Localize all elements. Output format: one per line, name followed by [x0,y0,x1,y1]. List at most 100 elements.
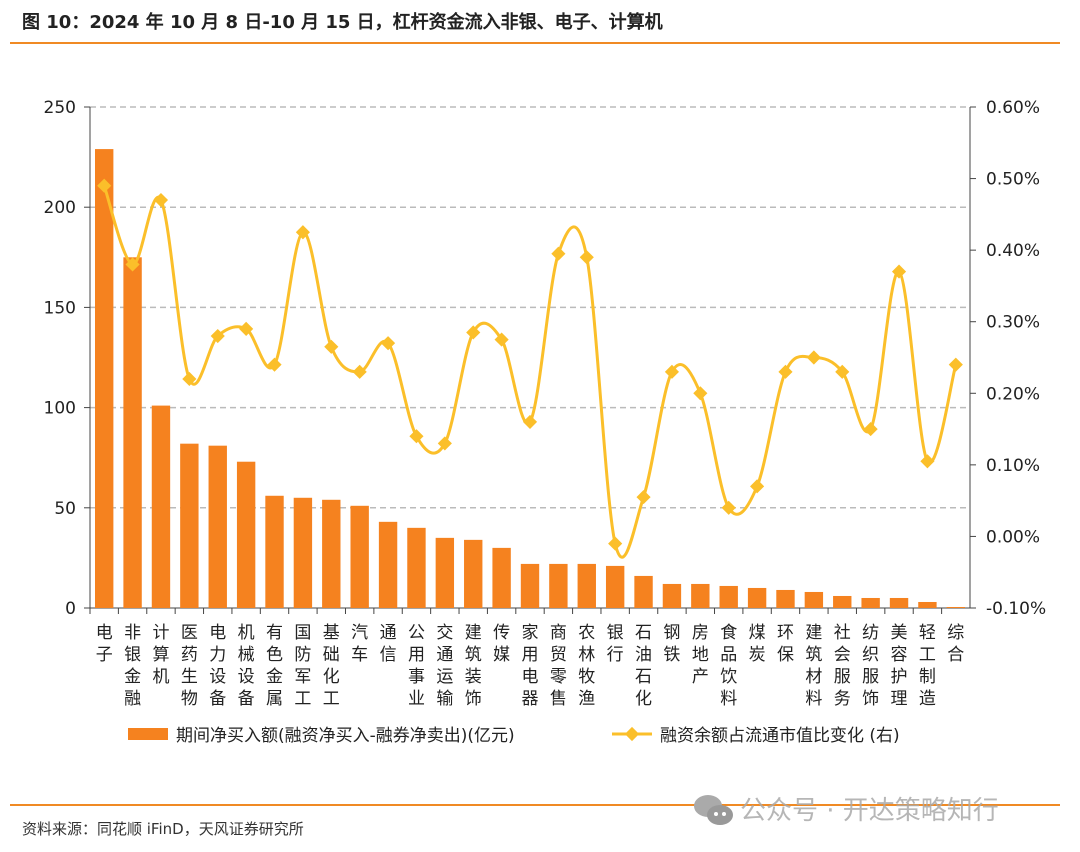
line-marker [608,536,623,551]
category-label: 建筑装饰 [465,623,482,709]
category-label: 综合 [947,623,964,665]
category-label: 公用事业 [408,623,425,709]
left-tick-label: 100 [44,399,76,419]
category-label: 石油石化 [635,623,652,709]
bar [634,575,653,608]
left-tick-label: 150 [44,298,76,318]
line-marker [239,321,254,336]
line-marker [522,414,538,429]
bar [889,597,909,608]
right-tick-label: 0.20% [986,384,1040,404]
left-tick-label: 0 [65,599,76,619]
category-label: 传媒 [493,623,510,665]
left-tick-label: 200 [44,198,76,218]
line-marker [948,357,963,372]
legend-bar-label: 期间净买入额(融资净买入-融券净卖出)(亿元) [176,726,515,746]
bar [577,563,596,608]
right-tick-label: 0.40% [986,241,1040,261]
watermark: 公众号 · 开达策略知行 [740,796,999,826]
bar [833,595,852,608]
line-marker [267,357,282,372]
category-label: 机械设备 [238,623,255,709]
line-marker [721,500,736,515]
line-marker [806,350,821,365]
top-rule [10,42,1060,44]
series-line [102,185,958,559]
right-tick-label: 0.30% [986,313,1040,333]
category-label: 美容护理 [891,623,908,709]
line-marker [579,250,594,265]
bar [293,497,313,608]
bar [435,537,455,608]
bar [549,563,568,608]
category-label: 家用电器 [522,623,539,709]
line-marker [324,339,339,354]
legend-bar-swatch [128,728,168,740]
category-label: 银行 [607,623,624,665]
chart-title: 图 10：2024 年 10 月 8 日-10 月 15 日，杠杆资金流入非银、… [22,12,663,33]
bar [861,597,880,608]
bar [236,461,256,608]
line-marker [863,422,878,437]
bar [180,443,199,608]
category-label: 食品饮料 [720,623,737,709]
category-label: 房地产 [692,623,709,687]
category-label: 非银金融 [124,623,141,709]
line-marker [380,336,396,351]
line-marker [153,192,169,208]
category-label: 煤炭 [749,623,766,665]
bar [691,583,710,608]
bottom-rule [10,804,1060,806]
line-marker [920,454,935,469]
bar [719,585,738,608]
bar [208,445,227,608]
category-label: 商贸零售 [550,623,567,709]
bar [350,505,369,608]
category-label: 农林牧渔 [578,623,595,709]
line-marker [437,436,452,451]
right-tick-label: 0.10% [986,456,1040,476]
category-label: 电力设备 [209,623,226,709]
bar [123,257,142,608]
line-marker [835,364,850,379]
category-label: 环保 [777,623,794,665]
line-marker [125,257,140,272]
bar [946,606,965,608]
left-tick-label: 250 [44,98,76,118]
category-label: 电子 [96,623,113,665]
legend-line-marker [624,726,640,742]
line-marker [778,364,793,379]
bar [605,565,625,608]
line-marker [409,429,424,444]
left-tick-label: 50 [54,499,76,519]
bar [747,587,767,608]
category-label: 交通运输 [436,623,453,709]
category-label: 纺织服饰 [862,623,879,709]
bar [464,539,483,608]
category-label: 轻工制造 [919,623,936,709]
category-label: 计算机 [152,623,169,687]
bar [378,521,398,608]
right-tick-label: 0.60% [986,98,1040,118]
category-label: 钢铁 [663,623,680,665]
bar [776,589,795,608]
line-marker [295,225,310,240]
bar [265,495,284,608]
right-tick-label: 0.00% [986,527,1040,547]
line-marker [182,371,197,387]
category-label: 医药生物 [181,623,198,709]
bar [804,591,824,608]
bar [492,547,511,608]
line-marker [664,364,680,379]
category-label: 基础化工 [323,623,340,709]
category-label: 汽车 [351,623,368,665]
bar [322,499,341,608]
bar [95,149,114,609]
line-marker [636,489,651,505]
line-marker [352,364,367,379]
bar [520,563,540,608]
line-marker [466,325,481,340]
right-tick-label: -0.10% [986,599,1046,619]
bar [662,583,682,608]
